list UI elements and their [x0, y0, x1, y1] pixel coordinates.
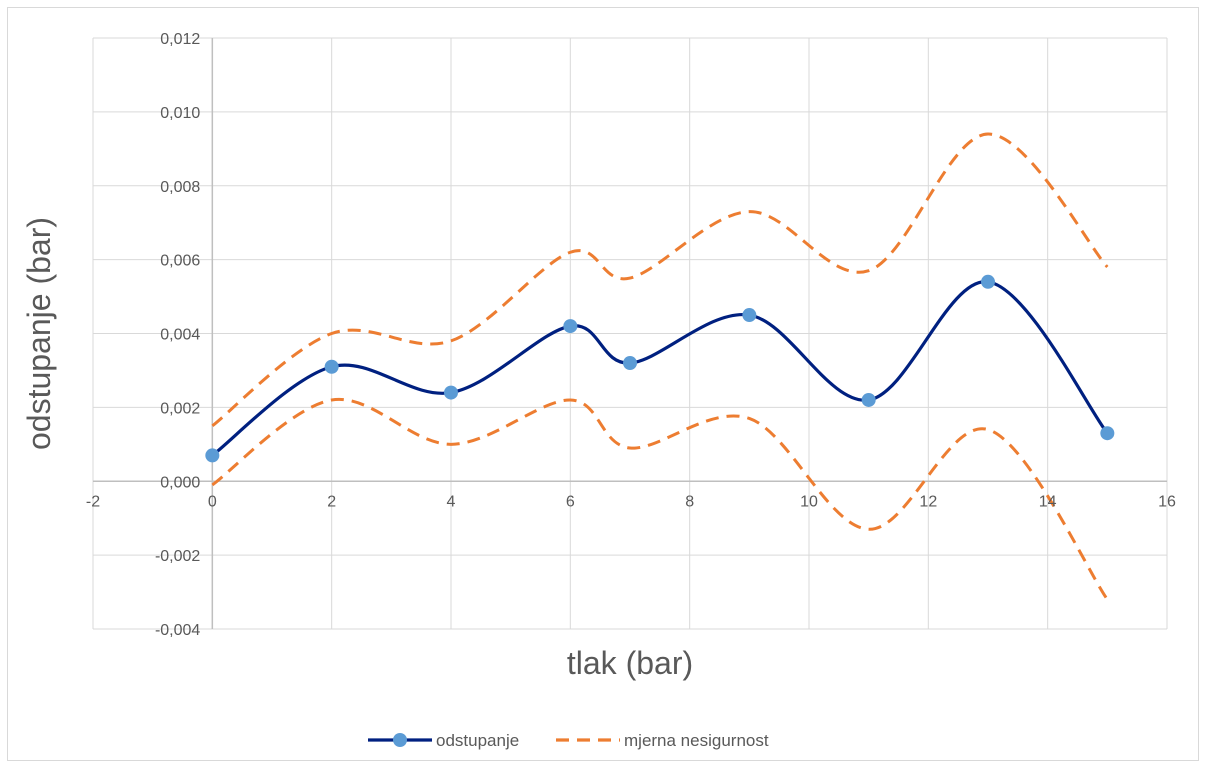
y-tick-label: 0,012	[160, 31, 200, 48]
y-tick-label: 0,006	[160, 253, 200, 270]
series-line-1	[211, 132, 1109, 428]
series-line-2	[211, 397, 1109, 601]
data-point	[623, 356, 637, 371]
data-point	[444, 385, 458, 400]
data-point	[861, 392, 876, 407]
x-tick-label: 16	[1158, 493, 1176, 510]
axes	[93, 38, 1167, 629]
y-tick-label: 0,004	[160, 327, 200, 344]
x-tick-label: -2	[86, 493, 100, 510]
legend: odstupanje mjerna nesigurnost	[368, 731, 769, 750]
data-point	[981, 274, 995, 289]
legend-marker	[393, 733, 407, 747]
y-tick-label: -0,002	[155, 548, 200, 565]
data-point	[205, 448, 220, 463]
data-point	[563, 319, 578, 334]
y-tick-label: 0,008	[160, 179, 200, 196]
data-point	[324, 359, 339, 374]
x-tick-label: 2	[327, 493, 336, 510]
series	[205, 132, 1115, 601]
x-tick-label: 8	[685, 493, 694, 510]
legend-label: mjerna nesigurnost	[624, 731, 769, 750]
series-line-0	[211, 280, 1109, 457]
legend-item: mjerna nesigurnost	[556, 731, 769, 750]
y-tick-label: -0,004	[155, 622, 200, 639]
data-point	[1100, 426, 1115, 441]
tick-labels: -2 0 2 4 6 8 10 12 14 16 -0,004 -0,002 0,000 0,002 0,0…	[86, 31, 1176, 639]
x-tick-label: 14	[1039, 493, 1057, 510]
chart-frame	[7, 7, 1199, 761]
legend-item: odstupanje	[368, 731, 519, 750]
x-tick-label: 6	[566, 493, 575, 510]
x-tick-label: 10	[800, 493, 818, 510]
y-axis-title: odstupanje (bar)	[21, 217, 57, 450]
x-axis-title: tlak (bar)	[567, 645, 693, 681]
x-tick-label: 4	[447, 493, 456, 510]
y-tick-label: 0,000	[160, 474, 200, 491]
y-tick-label: 0,010	[160, 105, 200, 122]
y-tick-label: 0,002	[160, 400, 200, 417]
grid	[92, 37, 1168, 630]
data-point	[742, 308, 757, 323]
x-tick-label: 12	[919, 493, 937, 510]
legend-label: odstupanje	[436, 731, 519, 750]
x-tick-label: 0	[208, 493, 217, 510]
